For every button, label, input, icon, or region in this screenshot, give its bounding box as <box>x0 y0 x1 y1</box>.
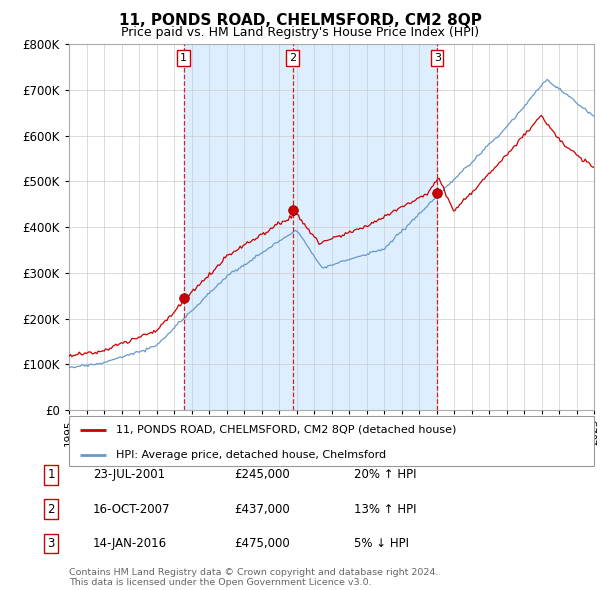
Text: 3: 3 <box>47 537 55 550</box>
Text: 2: 2 <box>47 503 55 516</box>
Text: 3: 3 <box>434 53 440 63</box>
Text: 1: 1 <box>180 53 187 63</box>
Text: 23-JUL-2001: 23-JUL-2001 <box>93 468 165 481</box>
Text: 13% ↑ HPI: 13% ↑ HPI <box>354 503 416 516</box>
Text: £475,000: £475,000 <box>234 537 290 550</box>
Text: 1: 1 <box>47 468 55 481</box>
Text: 11, PONDS ROAD, CHELMSFORD, CM2 8QP (detached house): 11, PONDS ROAD, CHELMSFORD, CM2 8QP (det… <box>116 425 457 435</box>
Text: 5% ↓ HPI: 5% ↓ HPI <box>354 537 409 550</box>
Text: Contains HM Land Registry data © Crown copyright and database right 2024.
This d: Contains HM Land Registry data © Crown c… <box>69 568 439 587</box>
Text: £245,000: £245,000 <box>234 468 290 481</box>
Text: 11, PONDS ROAD, CHELMSFORD, CM2 8QP: 11, PONDS ROAD, CHELMSFORD, CM2 8QP <box>119 13 481 28</box>
FancyBboxPatch shape <box>69 416 594 466</box>
Text: 14-JAN-2016: 14-JAN-2016 <box>93 537 167 550</box>
Text: £437,000: £437,000 <box>234 503 290 516</box>
Text: HPI: Average price, detached house, Chelmsford: HPI: Average price, detached house, Chel… <box>116 450 386 460</box>
Bar <box>184 44 293 410</box>
Text: 2: 2 <box>289 53 296 63</box>
Text: Price paid vs. HM Land Registry's House Price Index (HPI): Price paid vs. HM Land Registry's House … <box>121 26 479 39</box>
Text: 20% ↑ HPI: 20% ↑ HPI <box>354 468 416 481</box>
Bar <box>293 44 437 410</box>
Text: 16-OCT-2007: 16-OCT-2007 <box>93 503 170 516</box>
